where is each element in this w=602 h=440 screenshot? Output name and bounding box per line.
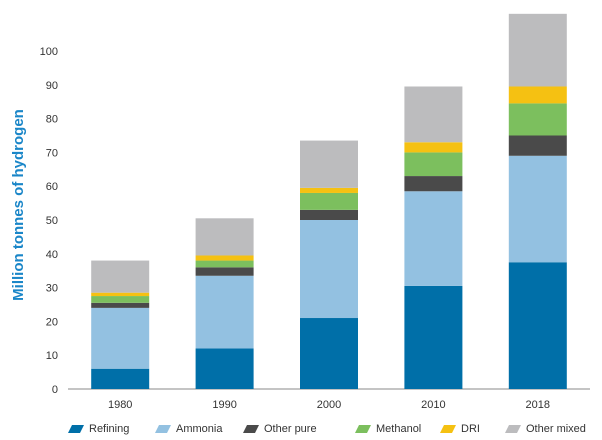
x-tick-label: 2010 [421, 399, 445, 411]
x-axis-ticks: 1980 1990 2000 2010 2018 [108, 399, 550, 411]
bars [91, 13, 567, 389]
y-tick-label: 100 [40, 46, 58, 58]
bar-segment-dri [508, 86, 567, 104]
bar-segment-refining [195, 348, 254, 389]
bar-segment-other-mixed [91, 260, 150, 293]
bar-segment-refining [508, 262, 567, 389]
legend-label: Other pure [264, 423, 317, 435]
bar-segment-ammonia [508, 155, 567, 263]
bar-segment-other-pure [508, 135, 567, 156]
y-axis-label: Million tonnes of hydrogen [10, 109, 27, 301]
y-tick-label: 30 [46, 283, 58, 295]
bar-segment-other-mixed [300, 140, 358, 188]
x-tick-label: 2018 [526, 399, 550, 411]
x-tick-label: 1980 [108, 399, 132, 411]
y-tick-label: 50 [46, 215, 58, 227]
bar-segment-other-mixed [508, 13, 567, 87]
bar-segment-methanol [300, 192, 358, 210]
bar-segment-other-mixed [404, 86, 463, 143]
legend-label: Refining [89, 423, 129, 435]
bar-segment-methanol [91, 296, 150, 303]
bar-segment-dri [404, 142, 463, 153]
legend-swatch [505, 425, 521, 433]
bar-segment-dri [91, 292, 150, 297]
bar-segment-dri [300, 187, 358, 193]
bar-segment-ammonia [91, 307, 150, 369]
bar-segment-other-mixed [195, 218, 254, 256]
bar-segment-methanol [404, 152, 463, 177]
x-tick-label: 1990 [212, 399, 236, 411]
y-tick-label: 80 [46, 114, 58, 126]
x-tick-label: 2000 [317, 399, 341, 411]
y-axis-ticks: 0 10 20 30 40 50 60 70 80 90 100 [40, 46, 58, 396]
bar-segment-refining [404, 285, 463, 389]
y-tick-label: 90 [46, 80, 58, 92]
bar-segment-dri [195, 255, 254, 261]
bar-segment-other-pure [300, 209, 358, 220]
bar-segment-ammonia [300, 220, 358, 319]
y-tick-label: 10 [46, 350, 58, 362]
bar-segment-ammonia [195, 275, 254, 349]
legend: Refining Ammonia Other pure Methanol DRI Othe… [68, 423, 586, 435]
bar-segment-refining [300, 318, 358, 389]
bar-segment-other-pure [195, 267, 254, 276]
legend-swatch [243, 425, 259, 433]
legend-label: Ammonia [176, 423, 223, 435]
bar-segment-ammonia [404, 191, 463, 286]
y-tick-label: 70 [46, 147, 58, 159]
legend-swatch [440, 425, 456, 433]
bar-segment-refining [91, 368, 150, 389]
y-tick-label: 40 [46, 249, 58, 261]
y-tick-label: 0 [52, 384, 58, 396]
legend-swatch [68, 425, 84, 433]
bar-segment-methanol [508, 103, 567, 136]
y-tick-label: 20 [46, 316, 58, 328]
legend-swatch [155, 425, 171, 433]
y-tick-label: 60 [46, 181, 58, 193]
legend-label: Other mixed [526, 423, 586, 435]
bar-segment-methanol [195, 260, 254, 268]
bar-segment-other-pure [404, 176, 463, 192]
legend-label: DRI [461, 423, 480, 435]
legend-swatch [355, 425, 371, 433]
bar-segment-other-pure [91, 302, 150, 308]
legend-label: Methanol [376, 423, 421, 435]
y-axis-label-group: Million tonnes of hydrogen [10, 109, 27, 301]
